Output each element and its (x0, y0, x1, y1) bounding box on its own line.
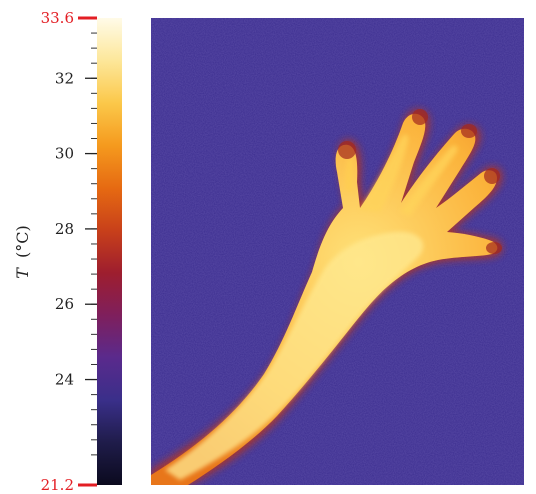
colorbar-tick-label: 32 (55, 69, 74, 87)
colorbar-tick-label: 28 (55, 220, 74, 238)
axis-title-symbol: T (13, 267, 32, 279)
colorbar-tick-label: 24 (55, 371, 74, 389)
hand-silhouette (151, 109, 503, 485)
min-label: 21.2 (41, 476, 74, 494)
colorbar-axis-title: T (°C) (13, 225, 32, 279)
colorbar: 33.6 21.2 24 26 28 30 32 T (°C) (13, 9, 122, 494)
colorbar-tick-label: 30 (55, 145, 74, 163)
colorbar-tick-labels: 24 26 28 30 32 (55, 69, 74, 388)
thermal-image (151, 18, 524, 485)
colorbar-ticks (85, 32, 97, 456)
axis-title-unit: (°C) (13, 225, 32, 258)
colorbar-tick-label: 26 (55, 295, 74, 313)
max-label: 33.6 (41, 9, 74, 27)
colorbar-fill (97, 18, 122, 485)
